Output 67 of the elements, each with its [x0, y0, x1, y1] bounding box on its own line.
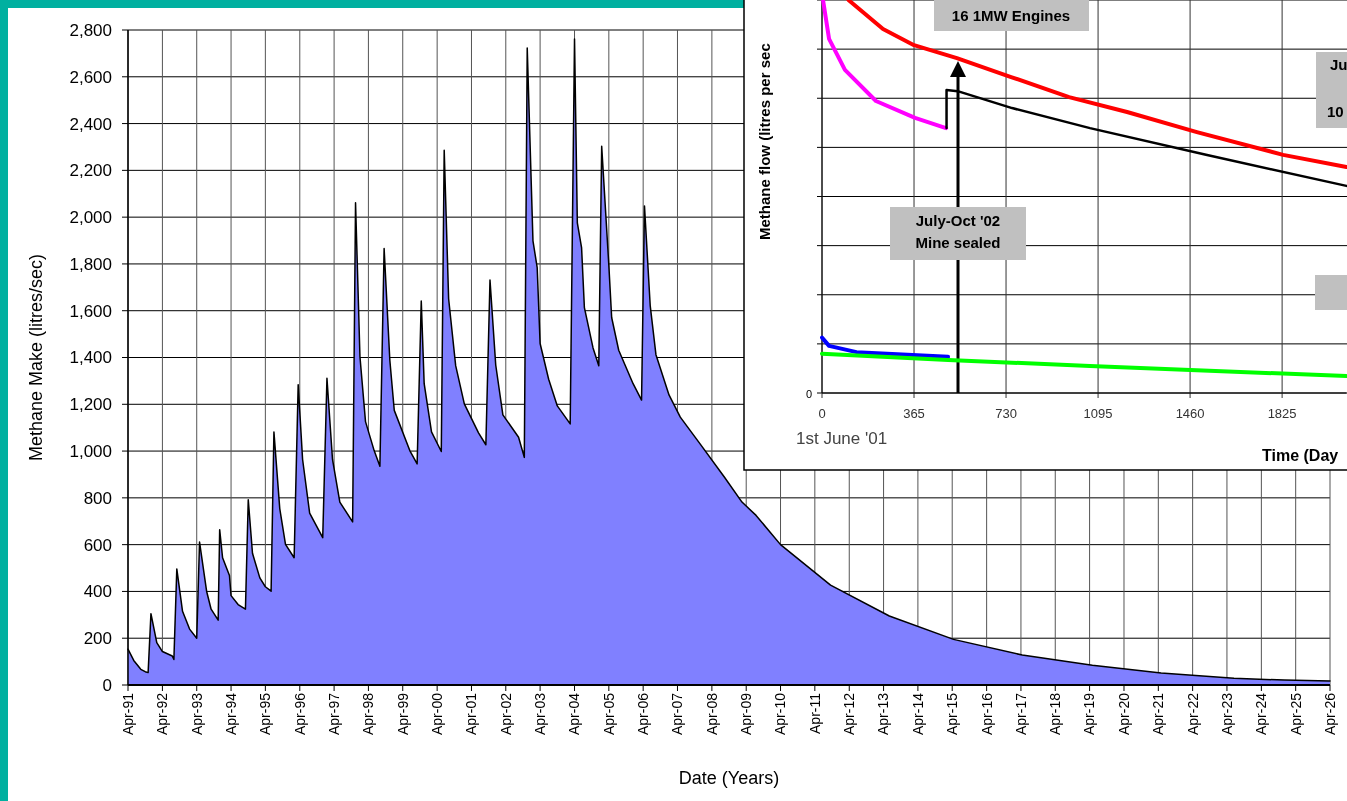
- annotation: Ju: [1330, 56, 1347, 73]
- x-tick-label: Apr-21: [1150, 692, 1167, 736]
- x-tick-label: Apr-10: [772, 692, 789, 736]
- annotation: 10: [1327, 103, 1344, 120]
- x-tick-label: Apr-12: [841, 692, 858, 736]
- y-tick-label: 1,200: [69, 395, 112, 415]
- y-axis-title: Methane Make (litres/sec): [26, 253, 46, 462]
- x-tick-label: 0: [818, 406, 826, 421]
- x-tick-label: Apr-17: [1012, 692, 1029, 736]
- x-tick-label: Apr-16: [978, 692, 995, 736]
- x-axis-title: Date (Years): [678, 768, 780, 788]
- x-tick-label: 730: [995, 406, 1017, 421]
- x-tick-label: 1825: [1267, 406, 1297, 421]
- x-axis-title: Time (Day: [1262, 447, 1339, 464]
- y-tick-label: 2,400: [69, 114, 112, 134]
- x-tick-label: Apr-07: [669, 692, 686, 736]
- annotation: 16 1MW Engines: [951, 7, 1071, 24]
- x-tick-label: Apr-98: [360, 692, 377, 736]
- x-tick-label: Apr-95: [257, 692, 274, 736]
- x-tick-label: Apr-26: [1321, 692, 1338, 736]
- x-tick-label: Apr-93: [188, 692, 205, 736]
- y-tick-label: 0: [102, 675, 112, 695]
- y-tick-label: 2,600: [69, 67, 112, 87]
- x-tick-label: 365: [903, 406, 925, 421]
- y-tick-label: 1,800: [69, 254, 112, 274]
- x-tick-label: Apr-25: [1287, 692, 1304, 736]
- x-tick-label: Apr-00: [429, 692, 446, 736]
- y-tick-label: 1,000: [69, 442, 112, 462]
- x-tick-label: Apr-14: [909, 692, 926, 736]
- y-tick-label: 800: [83, 488, 112, 508]
- x-tick-label: Apr-05: [600, 692, 617, 736]
- y-tick-label: 1,600: [69, 301, 112, 321]
- y-tick-label: 200: [83, 629, 112, 649]
- y-tick-label: 2,800: [69, 20, 112, 40]
- x-tick-label: Apr-08: [703, 692, 720, 736]
- x-tick-label: Apr-99: [394, 692, 411, 736]
- y-tick-label: 2,200: [69, 161, 112, 181]
- y-axis-title: Methane flow (litres per sec: [756, 43, 773, 240]
- annotation: 0: [805, 388, 812, 400]
- x-tick-label: Apr-96: [291, 692, 308, 736]
- x-tick-label: Apr-23: [1218, 692, 1235, 736]
- x-tick-label: Apr-01: [463, 692, 480, 736]
- x-tick-label: Apr-11: [806, 692, 823, 734]
- annotation: 1st June '01: [796, 429, 888, 448]
- x-tick-label: Apr-03: [532, 692, 549, 736]
- x-tick-label: Apr-02: [497, 692, 514, 736]
- x-tick-label: Apr-18: [1047, 692, 1064, 736]
- x-tick-label: Apr-20: [1115, 692, 1132, 736]
- annotation: July-Oct '02 Mine sealed: [915, 212, 1001, 251]
- y-tick-label: 600: [83, 535, 112, 555]
- x-tick-label: Apr-15: [944, 692, 961, 736]
- x-tick-label: Apr-09: [738, 692, 755, 736]
- x-tick-label: Apr-97: [326, 692, 342, 736]
- x-tick-label: Apr-94: [222, 692, 239, 736]
- x-tick-label: Apr-06: [635, 692, 652, 736]
- x-tick-label: Apr-92: [154, 692, 171, 736]
- x-tick-label: 1095: [1083, 406, 1113, 421]
- x-tick-label: Apr-13: [875, 692, 892, 736]
- x-tick-label: Apr-24: [1253, 692, 1270, 736]
- x-tick-label: Apr-19: [1081, 692, 1098, 736]
- x-tick-label: Apr-04: [566, 692, 583, 736]
- y-tick-label: 1,400: [69, 348, 112, 368]
- y-tick-label: 2,000: [69, 208, 112, 228]
- y-tick-label: 400: [83, 582, 112, 602]
- x-tick-label: Apr-91: [119, 692, 136, 736]
- x-tick-label: 1460: [1175, 406, 1205, 421]
- x-tick-label: Apr-22: [1184, 692, 1201, 736]
